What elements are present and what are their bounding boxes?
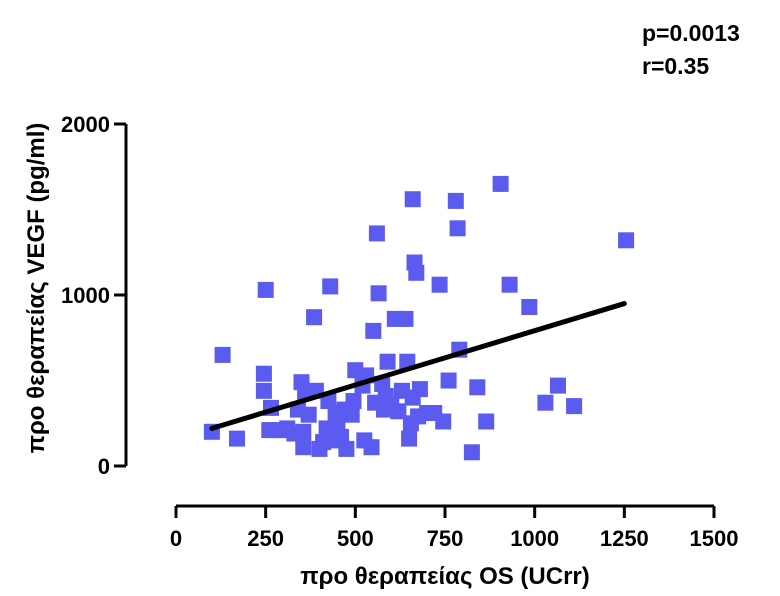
data-point xyxy=(463,444,480,461)
x-tick-label: 1500 xyxy=(690,526,739,551)
x-tick-label: 250 xyxy=(247,526,284,551)
data-point xyxy=(397,310,414,327)
data-point xyxy=(257,281,274,298)
data-point xyxy=(365,322,382,339)
data-points xyxy=(203,175,635,461)
data-point xyxy=(550,377,566,394)
data-point xyxy=(229,430,245,447)
x-axis-label: προ θεραπείας OS (UCrr) xyxy=(300,563,590,590)
data-point xyxy=(447,192,464,209)
r-value-annotation: r=0.35 xyxy=(642,53,710,79)
data-point xyxy=(379,353,396,370)
data-point xyxy=(255,382,272,399)
data-point xyxy=(390,403,407,420)
x-tick-label: 1000 xyxy=(510,526,559,551)
data-point xyxy=(345,393,362,409)
y-tick-label: 2000 xyxy=(61,112,110,137)
data-point xyxy=(295,423,312,440)
data-point xyxy=(521,299,538,315)
data-point xyxy=(343,406,360,423)
y-axis: 0 1000 2000 xyxy=(61,112,128,479)
data-point xyxy=(255,365,272,382)
p-value-annotation: p=0.0013 xyxy=(642,20,740,46)
data-point xyxy=(537,394,554,411)
data-point xyxy=(368,225,385,242)
x-axis: 0 250 500 750 1000 1250 1500 xyxy=(170,504,739,551)
data-point xyxy=(404,191,421,208)
data-point xyxy=(401,430,418,447)
data-point xyxy=(214,346,231,363)
data-point xyxy=(449,220,466,237)
data-point xyxy=(408,264,425,281)
data-point xyxy=(435,413,452,430)
x-tick-label: 750 xyxy=(427,526,464,551)
data-point xyxy=(501,276,518,293)
data-point xyxy=(618,232,635,249)
data-point xyxy=(492,175,509,192)
y-tick-label: 0 xyxy=(98,454,110,479)
data-point xyxy=(338,440,355,457)
data-point xyxy=(411,381,428,398)
data-point xyxy=(370,285,387,302)
data-point xyxy=(300,406,317,423)
x-tick-label: 1250 xyxy=(600,526,649,551)
data-point xyxy=(566,398,583,415)
data-point xyxy=(363,439,380,456)
data-point xyxy=(478,413,495,430)
x-tick-label: 500 xyxy=(337,526,374,551)
y-tick-label: 1000 xyxy=(61,283,110,308)
data-point xyxy=(322,278,339,295)
data-point xyxy=(431,276,448,293)
y-axis-label: προ θεραπείας VEGF (pg/ml) xyxy=(23,123,50,454)
data-point xyxy=(440,372,457,389)
data-point xyxy=(469,379,486,396)
regression-line xyxy=(209,301,627,431)
data-point xyxy=(306,309,323,326)
data-point xyxy=(295,439,312,456)
x-tick-label: 0 xyxy=(170,526,182,551)
